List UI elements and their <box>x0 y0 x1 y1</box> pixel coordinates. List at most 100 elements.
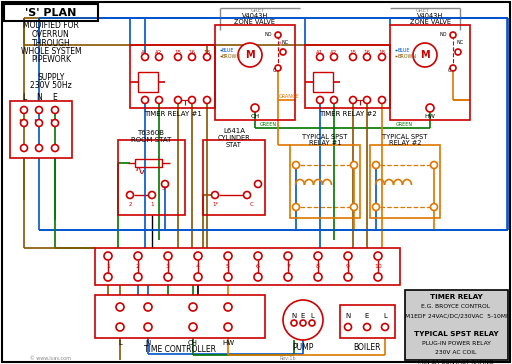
Circle shape <box>116 303 124 311</box>
Text: L: L <box>383 313 387 319</box>
Text: RELAY #1: RELAY #1 <box>309 140 341 146</box>
Text: C: C <box>250 202 254 206</box>
Circle shape <box>314 273 322 281</box>
Text: NO: NO <box>264 32 272 37</box>
Circle shape <box>275 32 281 38</box>
Text: E: E <box>365 313 369 319</box>
Text: 7: 7 <box>286 264 290 269</box>
Circle shape <box>164 273 172 281</box>
Text: BROWN: BROWN <box>222 54 241 59</box>
Text: TYPICAL SPST: TYPICAL SPST <box>302 134 348 140</box>
Text: 15: 15 <box>350 50 356 55</box>
Text: 5: 5 <box>226 264 230 269</box>
Circle shape <box>292 203 300 210</box>
Circle shape <box>426 104 434 112</box>
Circle shape <box>344 273 352 281</box>
Text: L: L <box>22 92 26 102</box>
Text: V4043H
ZONE VALVE: V4043H ZONE VALVE <box>234 12 275 25</box>
Circle shape <box>254 252 262 260</box>
Circle shape <box>381 324 389 331</box>
Polygon shape <box>405 290 508 360</box>
Text: TIMER RELAY #2: TIMER RELAY #2 <box>318 111 376 117</box>
Text: 8: 8 <box>316 264 320 269</box>
Text: N: N <box>36 92 42 102</box>
Circle shape <box>350 96 356 103</box>
Text: TYPICAL SPST RELAY: TYPICAL SPST RELAY <box>414 331 498 337</box>
Text: GREY: GREY <box>416 8 430 13</box>
Circle shape <box>52 145 58 151</box>
Text: TYPICAL SPST: TYPICAL SPST <box>382 134 428 140</box>
Circle shape <box>203 96 210 103</box>
Text: 230V 50Hz: 230V 50Hz <box>30 82 72 91</box>
Circle shape <box>104 252 112 260</box>
Text: 3*: 3* <box>162 186 168 190</box>
Circle shape <box>144 323 152 331</box>
Text: TIMER RELAY: TIMER RELAY <box>430 294 482 300</box>
Text: 1: 1 <box>150 202 154 206</box>
Circle shape <box>351 203 357 210</box>
Text: PLUG-IN POWER RELAY: PLUG-IN POWER RELAY <box>421 341 490 346</box>
Circle shape <box>431 162 437 169</box>
Text: MIN 3A CONTACT RATING: MIN 3A CONTACT RATING <box>418 360 494 364</box>
Text: N: N <box>346 313 351 319</box>
Circle shape <box>20 107 28 114</box>
Circle shape <box>156 96 162 103</box>
Circle shape <box>244 191 250 198</box>
Text: OVERRUN: OVERRUN <box>32 30 70 39</box>
Circle shape <box>189 323 197 331</box>
Circle shape <box>35 145 42 151</box>
Circle shape <box>116 323 124 331</box>
Circle shape <box>455 49 461 55</box>
Circle shape <box>52 119 58 127</box>
Circle shape <box>134 273 142 281</box>
Circle shape <box>284 252 292 260</box>
Circle shape <box>35 107 42 114</box>
Text: M: M <box>245 50 255 60</box>
Circle shape <box>413 43 437 67</box>
Text: TIMER RELAY #1: TIMER RELAY #1 <box>143 111 201 117</box>
Text: RELAY #2: RELAY #2 <box>389 140 421 146</box>
Circle shape <box>188 96 196 103</box>
Text: E: E <box>53 92 57 102</box>
Circle shape <box>148 191 156 198</box>
Text: NO: NO <box>439 32 447 37</box>
Circle shape <box>344 252 352 260</box>
Text: A2: A2 <box>155 50 163 55</box>
Circle shape <box>309 320 315 326</box>
Circle shape <box>283 300 323 340</box>
Text: 2: 2 <box>128 202 132 206</box>
Text: N: N <box>145 340 151 346</box>
Text: ORANGE: ORANGE <box>279 95 300 99</box>
Text: L: L <box>310 313 314 319</box>
Text: N: N <box>291 313 296 319</box>
Text: M1EDF 24VAC/DC/230VAC  5-10MI: M1EDF 24VAC/DC/230VAC 5-10MI <box>404 313 507 318</box>
Text: HW: HW <box>222 340 234 346</box>
Circle shape <box>104 273 112 281</box>
Circle shape <box>194 252 202 260</box>
Text: 18: 18 <box>203 50 210 55</box>
Text: 6: 6 <box>256 264 260 269</box>
Text: A2: A2 <box>330 50 337 55</box>
Text: V4043H
ZONE VALVE: V4043H ZONE VALVE <box>410 12 451 25</box>
Circle shape <box>52 107 58 114</box>
Circle shape <box>300 320 306 326</box>
Text: C: C <box>272 67 275 72</box>
Text: 15: 15 <box>175 50 181 55</box>
Text: GREY: GREY <box>251 8 265 13</box>
Circle shape <box>134 252 142 260</box>
Text: CH: CH <box>250 115 260 119</box>
Circle shape <box>224 303 232 311</box>
Circle shape <box>189 303 197 311</box>
Circle shape <box>284 273 292 281</box>
Circle shape <box>314 252 322 260</box>
Circle shape <box>331 96 337 103</box>
Circle shape <box>194 273 202 281</box>
Text: 9: 9 <box>346 264 350 269</box>
Text: MODIFIED FOR: MODIFIED FOR <box>23 21 79 31</box>
Text: 2: 2 <box>136 264 140 269</box>
Text: M: M <box>420 50 430 60</box>
Text: © www.lvav.com: © www.lvav.com <box>30 356 71 361</box>
Circle shape <box>364 324 371 331</box>
Circle shape <box>20 119 28 127</box>
Circle shape <box>175 54 181 60</box>
